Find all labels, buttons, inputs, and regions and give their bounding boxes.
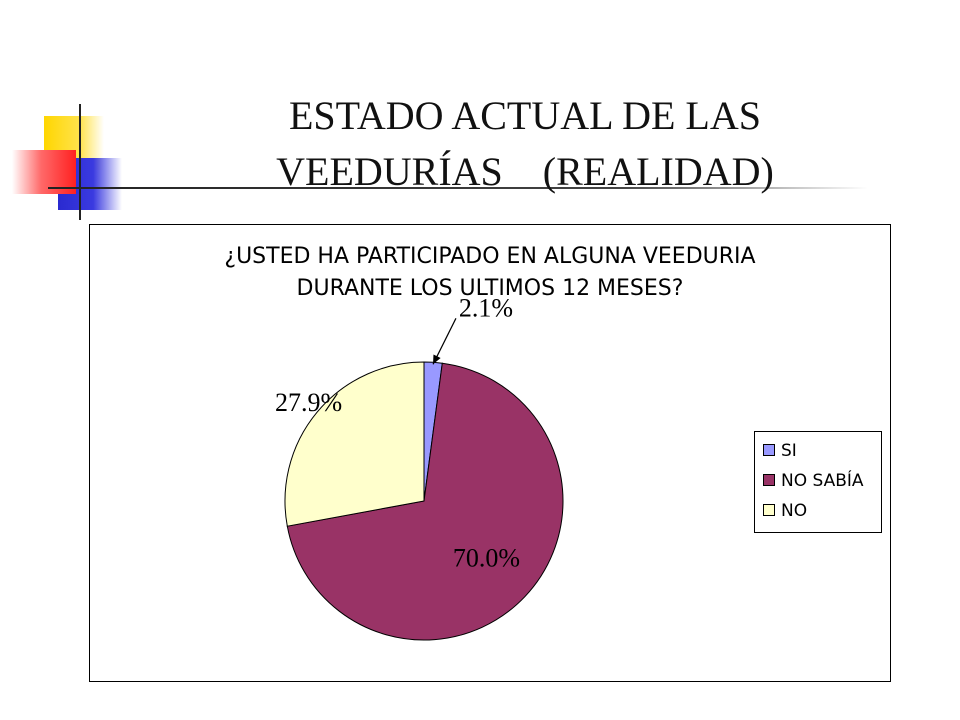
decor-vertical-line <box>79 104 81 220</box>
decor-horizontal-line <box>48 187 868 189</box>
leader-arrow-si <box>433 354 441 365</box>
legend: SI NO SABÍA NO <box>754 431 882 533</box>
data-label-no-sabia: 70.0% <box>453 543 520 572</box>
pie-slice-no-sabia <box>286 362 564 641</box>
slide-title: ESTADO ACTUAL DE LAS VEEDURÍAS (REALIDAD… <box>200 88 850 200</box>
legend-item-si: SI <box>763 440 797 462</box>
legend-label-si: SI <box>781 441 797 461</box>
legend-swatch-no <box>763 504 775 516</box>
chart-title-line-2: DURANTE LOS ULTIMOS 12 MESES? <box>296 276 684 301</box>
decor-red-block <box>12 150 76 194</box>
chart-title: ¿USTED HA PARTICIPADO EN ALGUNA VEEDURIA… <box>90 241 890 305</box>
chart-area: ¿USTED HA PARTICIPADO EN ALGUNA VEEDURIA… <box>89 224 891 682</box>
data-label-no: 27.9% <box>275 388 342 417</box>
pie-slice-no <box>284 361 425 527</box>
legend-swatch-no-sabia <box>763 474 775 486</box>
chart-title-line-1: ¿USTED HA PARTICIPADO EN ALGUNA VEEDURIA <box>224 244 756 269</box>
legend-item-no-sabia: NO SABÍA <box>763 470 864 492</box>
pie-chart: 2.1% 70.0% 27.9% <box>275 293 564 641</box>
legend-label-no: NO <box>781 501 808 521</box>
slide-title-line-2: VEEDURÍAS (REALIDAD) <box>276 149 774 194</box>
legend-label-no-sabia: NO SABÍA <box>781 471 864 491</box>
data-label-si: 2.1% <box>459 293 513 322</box>
legend-item-no: NO <box>763 500 807 522</box>
slide-title-line-1: ESTADO ACTUAL DE LAS <box>289 93 761 138</box>
legend-swatch-si <box>763 444 775 456</box>
